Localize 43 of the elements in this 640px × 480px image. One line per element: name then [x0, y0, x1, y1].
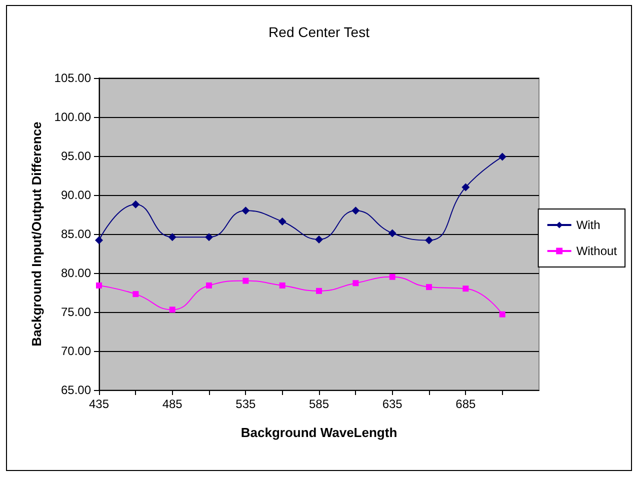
- legend-label: With: [576, 218, 600, 232]
- y-tick-label: 105.00: [54, 71, 92, 85]
- point: [205, 233, 213, 242]
- x-tick-label: 535: [236, 397, 256, 411]
- chart-title: Red Center Test: [268, 24, 370, 40]
- point: [426, 284, 432, 290]
- point: [315, 235, 323, 244]
- point: [462, 286, 469, 292]
- y-tick-label: 90.00: [60, 188, 92, 202]
- y-tick-label: 65.00: [60, 383, 92, 397]
- point: [242, 206, 250, 215]
- point: [389, 274, 396, 280]
- point: [498, 152, 506, 161]
- y-tick-label: 95.00: [60, 149, 92, 163]
- legend-label: Without: [576, 244, 618, 258]
- y-tick-label: 70.00: [60, 344, 92, 358]
- x-tick-label: 585: [308, 397, 330, 411]
- point: [388, 229, 396, 238]
- point: [132, 200, 140, 208]
- point: [499, 311, 506, 318]
- point: [425, 236, 433, 244]
- point: [352, 206, 360, 215]
- point: [242, 278, 249, 284]
- x-axis-title: Background WaveLength: [240, 425, 398, 440]
- x-tick-label: 635: [382, 397, 403, 411]
- point: [278, 218, 286, 226]
- point: [279, 282, 286, 288]
- point: [132, 291, 139, 298]
- x-tick-label: 435: [88, 397, 110, 411]
- x-tick-label: 485: [162, 397, 183, 411]
- y-tick-label: 85.00: [60, 227, 92, 241]
- y-tick-label: 75.00: [60, 305, 92, 319]
- y-tick-label: 80.00: [60, 266, 92, 280]
- point: [462, 183, 470, 192]
- point: [316, 288, 322, 294]
- x-tick-label: 685: [456, 397, 476, 411]
- y-axis-title: Background Input/Output Difference: [29, 122, 44, 346]
- y-tick-label: 100.00: [54, 110, 92, 124]
- point: [168, 233, 176, 242]
- point: [206, 282, 212, 288]
- point: [96, 282, 102, 288]
- point: [169, 306, 176, 313]
- point: [352, 280, 359, 286]
